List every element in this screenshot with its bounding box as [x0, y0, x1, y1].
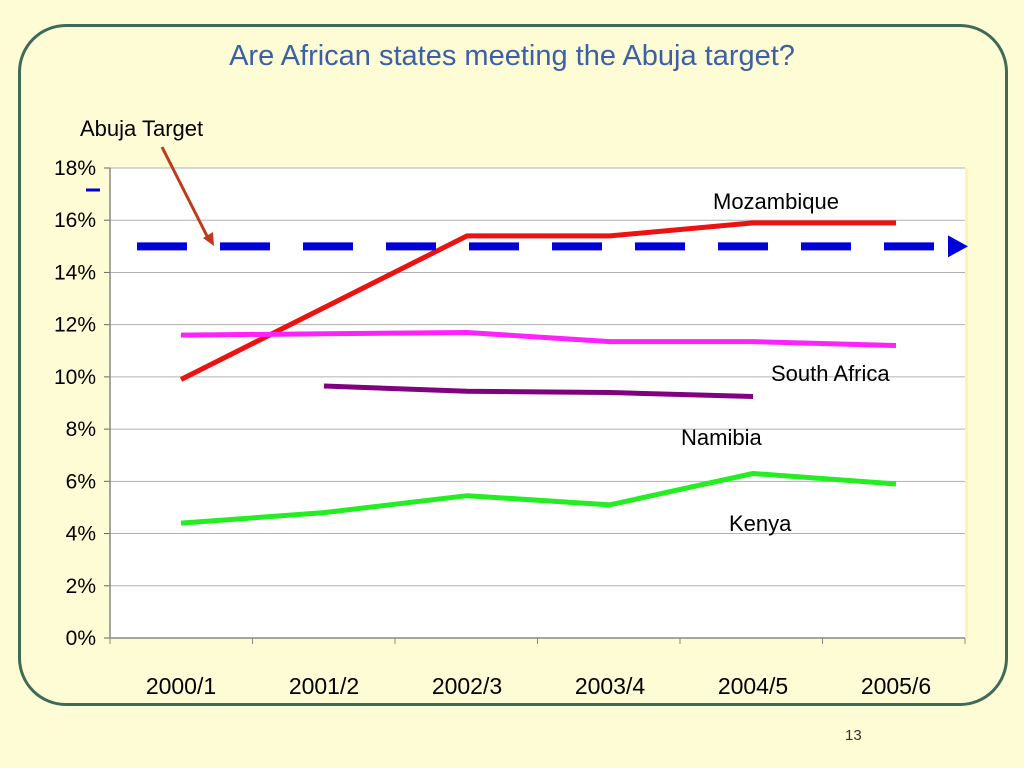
x-tick-label: 2002/3	[432, 673, 502, 699]
axes	[104, 167, 966, 644]
target-pointer-line	[160, 146, 209, 237]
y-tick-label: 0%	[66, 627, 96, 650]
plot-background	[110, 168, 965, 638]
y-tick-label: 4%	[66, 523, 96, 546]
y-tick-label: 14%	[54, 261, 96, 284]
y-tick-label: 2%	[66, 575, 96, 598]
series-line	[180, 330, 897, 349]
x-tick-label: 2003/4	[575, 673, 646, 699]
series-line	[180, 471, 897, 526]
y-tick-label: 8%	[66, 418, 96, 441]
series-label: Namibia	[681, 425, 762, 450]
y-tick-label: 12%	[54, 314, 96, 337]
series-line	[323, 383, 754, 399]
x-axis-ticks: 2000/1 2001/2 2002/3 2003/4 2004/5 2005/6	[146, 673, 931, 699]
y-tick-label: 10%	[54, 366, 96, 389]
x-tick-label: 2004/5	[718, 673, 788, 699]
slide-frame	[18, 24, 1008, 706]
x-tick-label: 2001/2	[289, 673, 359, 699]
plot-right-band	[965, 168, 968, 638]
plot-area	[110, 168, 968, 638]
series-group	[179, 220, 897, 526]
abuja-target-group: Abuja Target	[80, 116, 968, 258]
y-axis-ticks: 0% 2% 4% 6% 8% 10% 12% 14% 16% 18%	[54, 157, 96, 650]
target-arrowhead	[948, 235, 968, 258]
series-label: Mozambique	[713, 189, 839, 214]
x-tick-label: 2000/1	[146, 673, 216, 699]
y-tick-label: 18%	[54, 157, 96, 180]
series-label: South Africa	[771, 361, 890, 386]
slide-title: Are African states meeting the Abuja tar…	[229, 40, 795, 72]
series-labels: Mozambique South Africa Namibia Kenya	[681, 189, 890, 536]
target-label: Abuja Target	[80, 116, 203, 141]
gridlines	[110, 167, 965, 639]
y-tick-label: 6%	[66, 470, 96, 493]
series-label: Kenya	[729, 511, 792, 536]
page-number: 13	[845, 727, 862, 744]
y-tick-label: 16%	[54, 209, 96, 232]
x-tick-label: 2005/6	[861, 673, 931, 699]
target-pointer-arrowhead	[203, 232, 214, 246]
series-line	[179, 220, 896, 382]
